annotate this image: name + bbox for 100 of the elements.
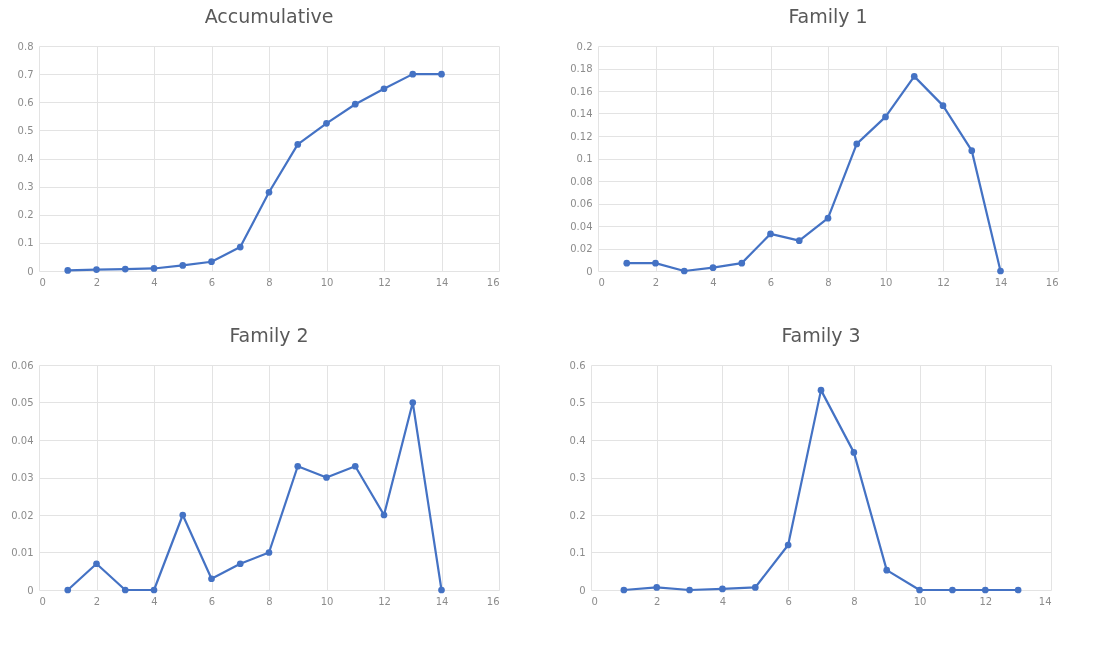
y-tick-label: 0.5 [569, 397, 586, 408]
y-tick-label: 0 [586, 265, 593, 277]
point [93, 560, 100, 568]
x-tick-label: 8 [266, 276, 273, 288]
x-tick-label: 2 [654, 595, 661, 607]
point [409, 70, 417, 78]
x-tick-label: 14 [1038, 595, 1052, 607]
x-tick-label: 0 [39, 276, 46, 288]
x-tick-label: 6 [208, 276, 216, 288]
y-tick-label: 0.18 [570, 63, 593, 74]
y-tick-label: 0.3 [17, 181, 34, 193]
x-tick-label: 14 [435, 276, 449, 288]
point [738, 259, 746, 267]
y-tick-label: 0 [27, 584, 34, 596]
point [686, 586, 693, 594]
point [380, 85, 388, 93]
y-tick-label: 0 [579, 584, 586, 596]
x-tick-label: 2 [652, 276, 660, 288]
y-tick-label: 0.8 [17, 40, 34, 52]
x-tick-label: 10 [320, 595, 334, 607]
x-tick-label: 12 [378, 595, 391, 607]
y-tick-label: 0.16 [570, 85, 593, 97]
y-tick-label: 0.08 [570, 175, 593, 187]
y-tick-label: 0.1 [17, 237, 34, 249]
point [409, 399, 417, 406]
x-tick-label: 4 [719, 595, 727, 607]
x-tick-label: 8 [266, 595, 273, 607]
point [380, 511, 388, 519]
point [438, 70, 445, 78]
x-tick-label: 4 [710, 276, 717, 288]
y-tick-label: 0.2 [17, 209, 34, 221]
point [910, 73, 918, 80]
point [916, 586, 923, 594]
y-tick-label: 0.4 [569, 434, 586, 446]
x-tick-label: 12 [937, 276, 950, 288]
point [883, 566, 891, 574]
point [265, 549, 273, 556]
point [968, 147, 976, 154]
point [179, 262, 187, 269]
point [652, 259, 659, 267]
y-tick-label: 0.04 [570, 220, 593, 232]
y-tick-label: 0.02 [11, 509, 34, 521]
y-tick-label: 0.7 [17, 68, 34, 80]
point [121, 586, 129, 594]
y-tick-label: 0.2 [576, 40, 593, 52]
point [208, 258, 215, 266]
x-tick-label: 6 [208, 595, 216, 607]
x-tick-label: 16 [486, 276, 500, 288]
x-tick-label: 4 [151, 595, 158, 607]
x-tick-label: 2 [93, 276, 101, 288]
point [882, 113, 889, 121]
point [981, 586, 989, 594]
chart-title: Family 2 [229, 324, 309, 346]
x-tick-label: 16 [1045, 276, 1059, 288]
point [1014, 586, 1022, 594]
x-tick-label: 16 [486, 595, 500, 607]
point [93, 266, 100, 273]
y-tick-label: 0.2 [569, 509, 586, 521]
y-tick-label: 0.01 [11, 547, 34, 558]
y-tick-label: 0.14 [570, 108, 593, 119]
point [208, 575, 215, 583]
x-tick-label: 10 [879, 276, 893, 288]
point [817, 386, 825, 394]
y-tick-label: 0.1 [569, 547, 586, 558]
chart-title: Accumulative [204, 5, 334, 27]
point [709, 264, 717, 271]
x-tick-label: 12 [378, 276, 391, 288]
point [623, 259, 631, 267]
point [620, 586, 628, 594]
point [767, 230, 774, 238]
y-tick-label: 0.04 [11, 434, 34, 446]
point [997, 267, 1004, 275]
point [236, 560, 244, 568]
y-tick-label: 0.02 [570, 243, 593, 254]
point [795, 237, 803, 244]
x-tick-label: 0 [39, 595, 46, 607]
x-tick-label: 0 [598, 276, 605, 288]
point [680, 267, 688, 275]
x-tick-label: 10 [320, 276, 334, 288]
x-tick-label: 8 [825, 276, 832, 288]
y-tick-label: 0.06 [11, 359, 34, 371]
chart-title: Family 3 [781, 324, 861, 346]
point [751, 584, 759, 591]
point [853, 140, 861, 148]
y-tick-label: 0.1 [576, 153, 593, 164]
y-tick-label: 0.3 [569, 472, 586, 483]
x-tick-label: 4 [151, 276, 158, 288]
point [719, 585, 726, 593]
point [784, 541, 792, 549]
point [294, 141, 302, 148]
point [850, 449, 858, 456]
point [121, 265, 129, 273]
y-tick-label: 0.03 [11, 472, 34, 483]
y-tick-label: 0.5 [17, 124, 34, 136]
point [294, 462, 302, 470]
point [64, 586, 72, 594]
x-tick-label: 6 [785, 595, 792, 607]
point [438, 586, 445, 594]
x-tick-label: 8 [851, 595, 858, 607]
point [653, 584, 661, 591]
